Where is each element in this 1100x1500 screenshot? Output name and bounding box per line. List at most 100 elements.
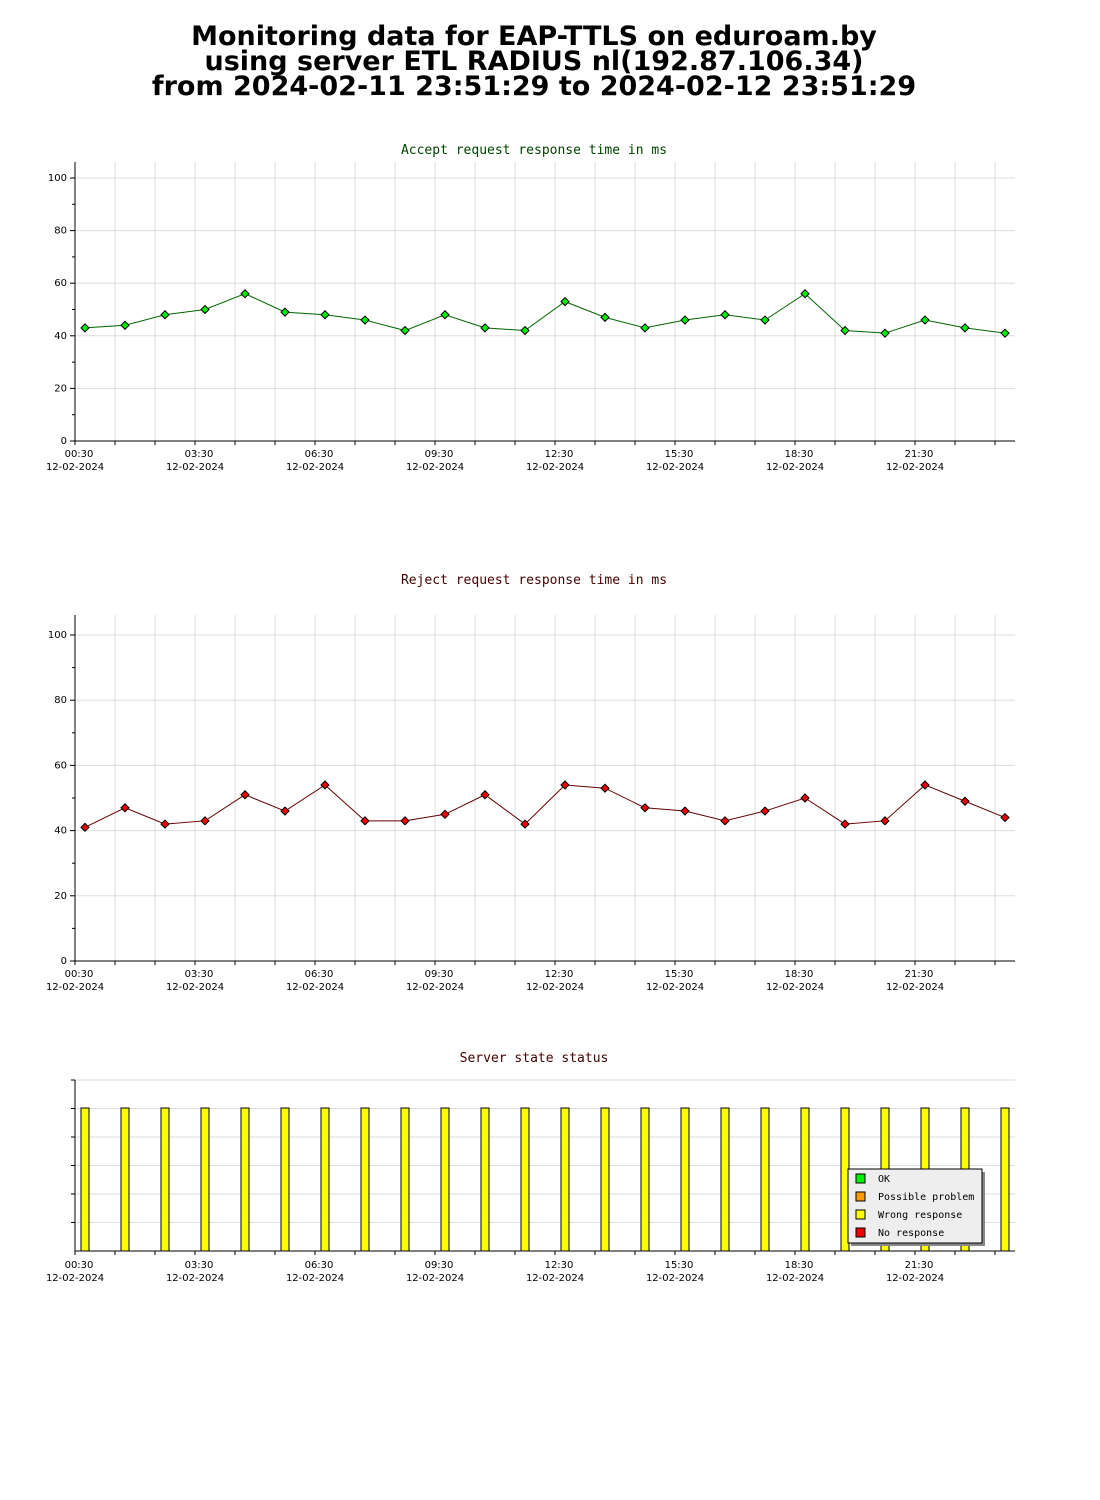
legend-label: Possible problem xyxy=(878,1192,974,1203)
x-date-label: 12-02-2024 xyxy=(766,982,824,993)
x-tick-label: 12:30 xyxy=(545,1260,574,1271)
x-date-label: 12-02-2024 xyxy=(46,982,104,993)
x-date-label: 12-02-2024 xyxy=(646,462,704,473)
x-tick-label: 09:30 xyxy=(425,969,454,980)
data-point xyxy=(920,780,930,790)
chart-title: Server state status xyxy=(460,1051,609,1066)
data-point xyxy=(840,819,850,829)
status-bar xyxy=(80,1107,90,1252)
status-bar xyxy=(600,1107,610,1252)
x-date-label: 12-02-2024 xyxy=(526,982,584,993)
data-point xyxy=(1000,328,1010,338)
x-tick-label: 06:30 xyxy=(305,969,334,980)
data-point xyxy=(760,315,770,325)
x-tick-label: 06:30 xyxy=(305,1260,334,1271)
x-date-label: 12-02-2024 xyxy=(886,982,944,993)
legend-box xyxy=(847,1168,983,1244)
x-tick-label: 21:30 xyxy=(905,1260,934,1271)
data-point xyxy=(960,323,970,333)
data-point xyxy=(920,315,930,325)
x-tick-label: 12:30 xyxy=(545,969,574,980)
data-point xyxy=(680,806,690,816)
x-tick-label: 15:30 xyxy=(665,1260,694,1271)
status-bar xyxy=(560,1107,570,1252)
status-bar xyxy=(760,1107,770,1252)
data-point xyxy=(960,796,970,806)
x-date-label: 12-02-2024 xyxy=(166,462,224,473)
x-tick-label: 09:30 xyxy=(425,449,454,460)
data-point xyxy=(400,816,410,826)
data-point xyxy=(200,304,210,315)
data-point xyxy=(160,819,170,829)
status-bar xyxy=(440,1107,450,1252)
y-tick-label: 20 xyxy=(54,383,67,394)
data-point xyxy=(520,325,530,336)
data-point xyxy=(280,307,290,317)
legend-swatch xyxy=(855,1209,866,1220)
legend-swatch xyxy=(855,1173,866,1184)
data-point xyxy=(80,822,90,833)
status-bar xyxy=(480,1107,490,1252)
data-point xyxy=(120,320,130,330)
x-tick-label: 06:30 xyxy=(305,449,334,460)
data-point xyxy=(720,816,730,826)
data-point xyxy=(720,310,730,320)
x-date-label: 12-02-2024 xyxy=(526,1273,584,1284)
y-tick-label: 0 xyxy=(61,956,67,967)
status-bar xyxy=(160,1107,170,1252)
data-point xyxy=(760,806,770,816)
x-tick-label: 18:30 xyxy=(785,449,814,460)
data-point xyxy=(320,780,330,790)
data-point xyxy=(440,310,450,320)
x-tick-label: 21:30 xyxy=(905,449,934,460)
data-point xyxy=(360,315,370,325)
x-date-label: 12-02-2024 xyxy=(526,462,584,473)
data-point xyxy=(200,816,210,826)
data-point xyxy=(560,780,570,790)
x-date-label: 12-02-2024 xyxy=(286,1273,344,1284)
data-point xyxy=(600,783,610,793)
x-date-label: 12-02-2024 xyxy=(46,1273,104,1284)
y-tick-label: 0 xyxy=(61,436,67,447)
accept-response-chart: Accept request response time in ms 0 20 40 6… xyxy=(46,143,1015,473)
x-tick-label: 12:30 xyxy=(545,449,574,460)
y-tick-label: 40 xyxy=(54,826,67,837)
status-bar xyxy=(680,1107,690,1252)
series-line xyxy=(84,784,1006,828)
y-tick-label: 100 xyxy=(48,173,67,184)
status-bar xyxy=(360,1107,370,1252)
x-tick-label: 21:30 xyxy=(905,969,934,980)
x-date-label: 12-02-2024 xyxy=(646,982,704,993)
x-date-label: 12-02-2024 xyxy=(46,462,104,473)
data-point xyxy=(880,328,890,338)
data-point xyxy=(680,315,690,325)
data-point xyxy=(600,312,610,323)
legend-swatch xyxy=(855,1191,866,1202)
legend-label: No response xyxy=(878,1228,944,1239)
y-tick-label: 60 xyxy=(54,760,67,771)
data-point xyxy=(480,790,490,800)
data-point xyxy=(320,310,330,320)
chart-title: Reject request response time in ms xyxy=(401,573,667,588)
status-bar xyxy=(800,1107,810,1252)
x-tick-label: 15:30 xyxy=(665,969,694,980)
title-line-2: using server ETL RADIUS nl(192.87.106.34… xyxy=(204,46,864,77)
status-bar xyxy=(240,1107,250,1252)
status-bar xyxy=(520,1107,530,1252)
data-point xyxy=(800,793,810,803)
data-point xyxy=(520,819,530,829)
x-tick-label: 00:30 xyxy=(65,449,94,460)
data-point xyxy=(560,296,570,307)
chart-title: Accept request response time in ms xyxy=(401,143,667,158)
title-line-3: from 2024-02-11 23:51:29 to 2024-02-12 2… xyxy=(151,71,917,102)
data-point xyxy=(640,803,650,813)
data-point xyxy=(1000,812,1010,823)
status-bar xyxy=(320,1107,330,1252)
status-bar xyxy=(720,1107,730,1252)
x-date-label: 12-02-2024 xyxy=(166,982,224,993)
series-line xyxy=(84,293,1006,334)
status-bar xyxy=(200,1107,210,1252)
x-date-label: 12-02-2024 xyxy=(646,1273,704,1284)
x-tick-label: 03:30 xyxy=(185,1260,214,1271)
data-point xyxy=(360,816,370,826)
